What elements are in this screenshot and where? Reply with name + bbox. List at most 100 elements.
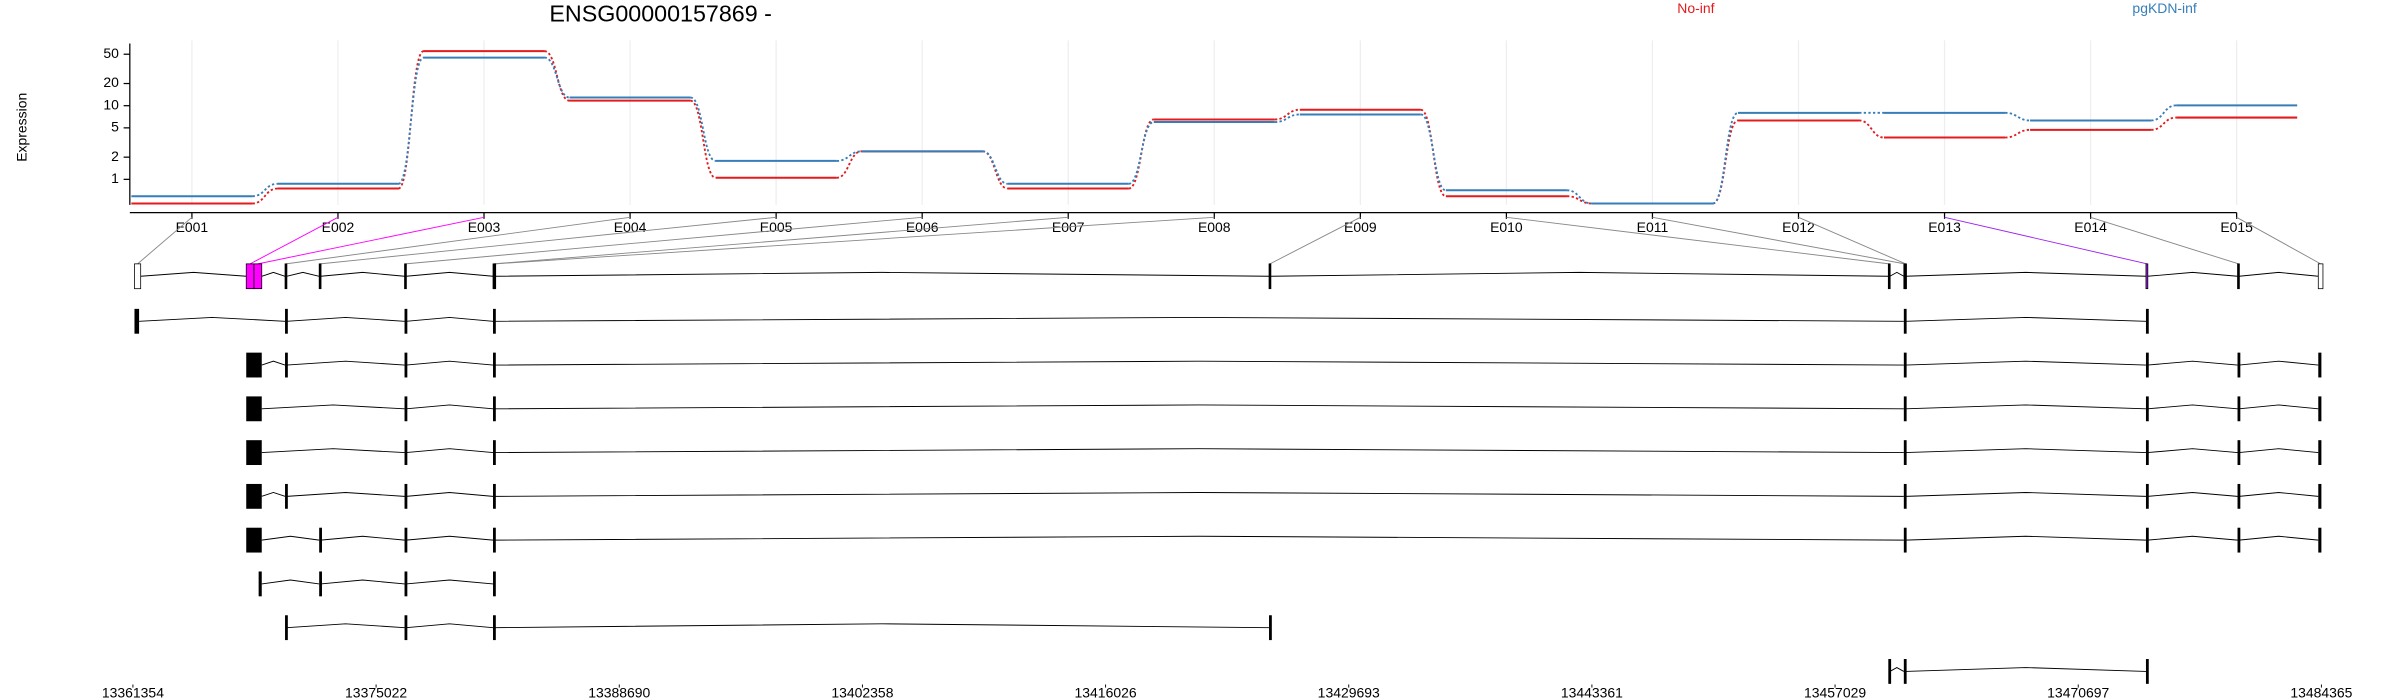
series-connector	[252, 182, 278, 198]
transcript-exon	[404, 527, 408, 553]
genomic-tick-label: 13457029	[1804, 684, 1866, 700]
transcript-exon	[1903, 352, 1907, 378]
x-tick-label: E006	[906, 219, 939, 235]
genomic-tick-label: 13429693	[1318, 684, 1380, 700]
x-tick-label: E002	[322, 219, 355, 235]
intron	[406, 271, 494, 277]
intron	[1905, 667, 2146, 672]
intron	[1905, 271, 2146, 277]
transcript-exon	[246, 527, 262, 553]
transcript-exon	[1888, 659, 1892, 684]
transcript-exon	[246, 440, 262, 466]
x-tick-label: E015	[2220, 219, 2253, 235]
exon-bin	[134, 263, 142, 290]
transcript-exon	[404, 615, 408, 641]
intron	[261, 271, 286, 277]
y-tick-label: 2	[111, 148, 119, 164]
transcript-exon	[2145, 352, 2149, 378]
transcript-exon	[404, 396, 408, 422]
intron	[261, 448, 405, 454]
intron	[286, 316, 405, 322]
intron	[494, 535, 1904, 541]
series-connector	[2005, 111, 2031, 122]
exon-bin	[1268, 263, 1272, 290]
exon-connector	[1798, 216, 1906, 265]
series-connector	[1566, 195, 1592, 205]
y-tick-label: 5	[111, 119, 119, 135]
transcript-exon	[2318, 483, 2322, 509]
intron	[494, 404, 1904, 410]
intron	[406, 535, 494, 541]
y-tick-label: 1	[111, 170, 119, 186]
transcript-exon	[404, 308, 408, 334]
intron	[261, 360, 286, 366]
transcript-exon	[2237, 396, 2241, 422]
transcript-exon	[493, 352, 496, 378]
intron	[261, 404, 405, 410]
genomic-tick-label: 13416026	[1075, 684, 1137, 700]
transcript-exon	[2237, 440, 2241, 466]
x-tick-label: E010	[1490, 219, 1523, 235]
transcript-exon	[493, 483, 496, 509]
chart-title: ENSG00000157869 -	[549, 1, 771, 27]
transcript-exon	[2145, 440, 2149, 466]
transcript-exon	[319, 571, 322, 597]
series-connector	[544, 50, 570, 102]
series-connector	[252, 187, 278, 205]
intron	[140, 271, 247, 277]
intron	[286, 271, 320, 277]
transcript-exon	[246, 396, 262, 422]
transcript-exon	[2237, 352, 2241, 378]
intron	[139, 316, 286, 322]
exon-connector	[249, 216, 339, 265]
intron	[320, 579, 405, 585]
intron	[320, 271, 405, 277]
genomic-tick-label: 13375022	[345, 684, 407, 700]
transcript-exon	[1903, 308, 1907, 334]
transcript-exon	[2145, 659, 2149, 684]
transcript-exon	[2318, 396, 2322, 422]
series-connector	[1274, 113, 1300, 123]
exon-connector	[320, 216, 777, 265]
intron	[261, 579, 320, 585]
series-connector	[2151, 116, 2177, 131]
exon-connector	[1506, 216, 1890, 265]
transcript-exon	[285, 483, 288, 509]
transcript-exon	[1903, 440, 1907, 466]
exon-connector	[2236, 216, 2321, 265]
intron	[494, 271, 1270, 277]
y-tick-label: 50	[103, 45, 119, 61]
intron	[1905, 360, 2146, 366]
intron	[2239, 492, 2319, 497]
intron	[2147, 360, 2238, 366]
series-connector	[982, 150, 1008, 185]
exon-bin	[493, 263, 497, 290]
intron	[261, 535, 320, 541]
intron	[2239, 404, 2319, 410]
x-tick-label: E013	[1928, 219, 1961, 235]
intron	[2147, 448, 2238, 454]
transcript-exon	[2145, 396, 2149, 422]
intron	[406, 316, 494, 322]
genomic-tick-label: 13361354	[102, 684, 164, 700]
exon-connector	[137, 216, 193, 265]
x-tick-label: E009	[1344, 219, 1377, 235]
exon-bin	[2145, 263, 2149, 290]
x-tick-label: E001	[176, 219, 209, 235]
intron	[494, 623, 1270, 629]
transcript-exon	[493, 615, 496, 641]
transcript-exon	[285, 352, 288, 378]
intron	[494, 448, 1904, 454]
intron	[406, 579, 494, 585]
x-tick-label: E012	[1782, 219, 1815, 235]
legend-entry: pgKDN-inf	[2132, 0, 2196, 16]
series-connector	[1420, 113, 1447, 192]
intron	[1270, 271, 1889, 277]
transcript-exon	[2145, 527, 2149, 553]
series-connector	[397, 56, 425, 185]
exon-connector	[493, 216, 1069, 265]
x-tick-label: E004	[614, 219, 647, 235]
exon-bin	[245, 263, 255, 290]
series-connector	[836, 150, 862, 179]
intron	[286, 623, 405, 629]
